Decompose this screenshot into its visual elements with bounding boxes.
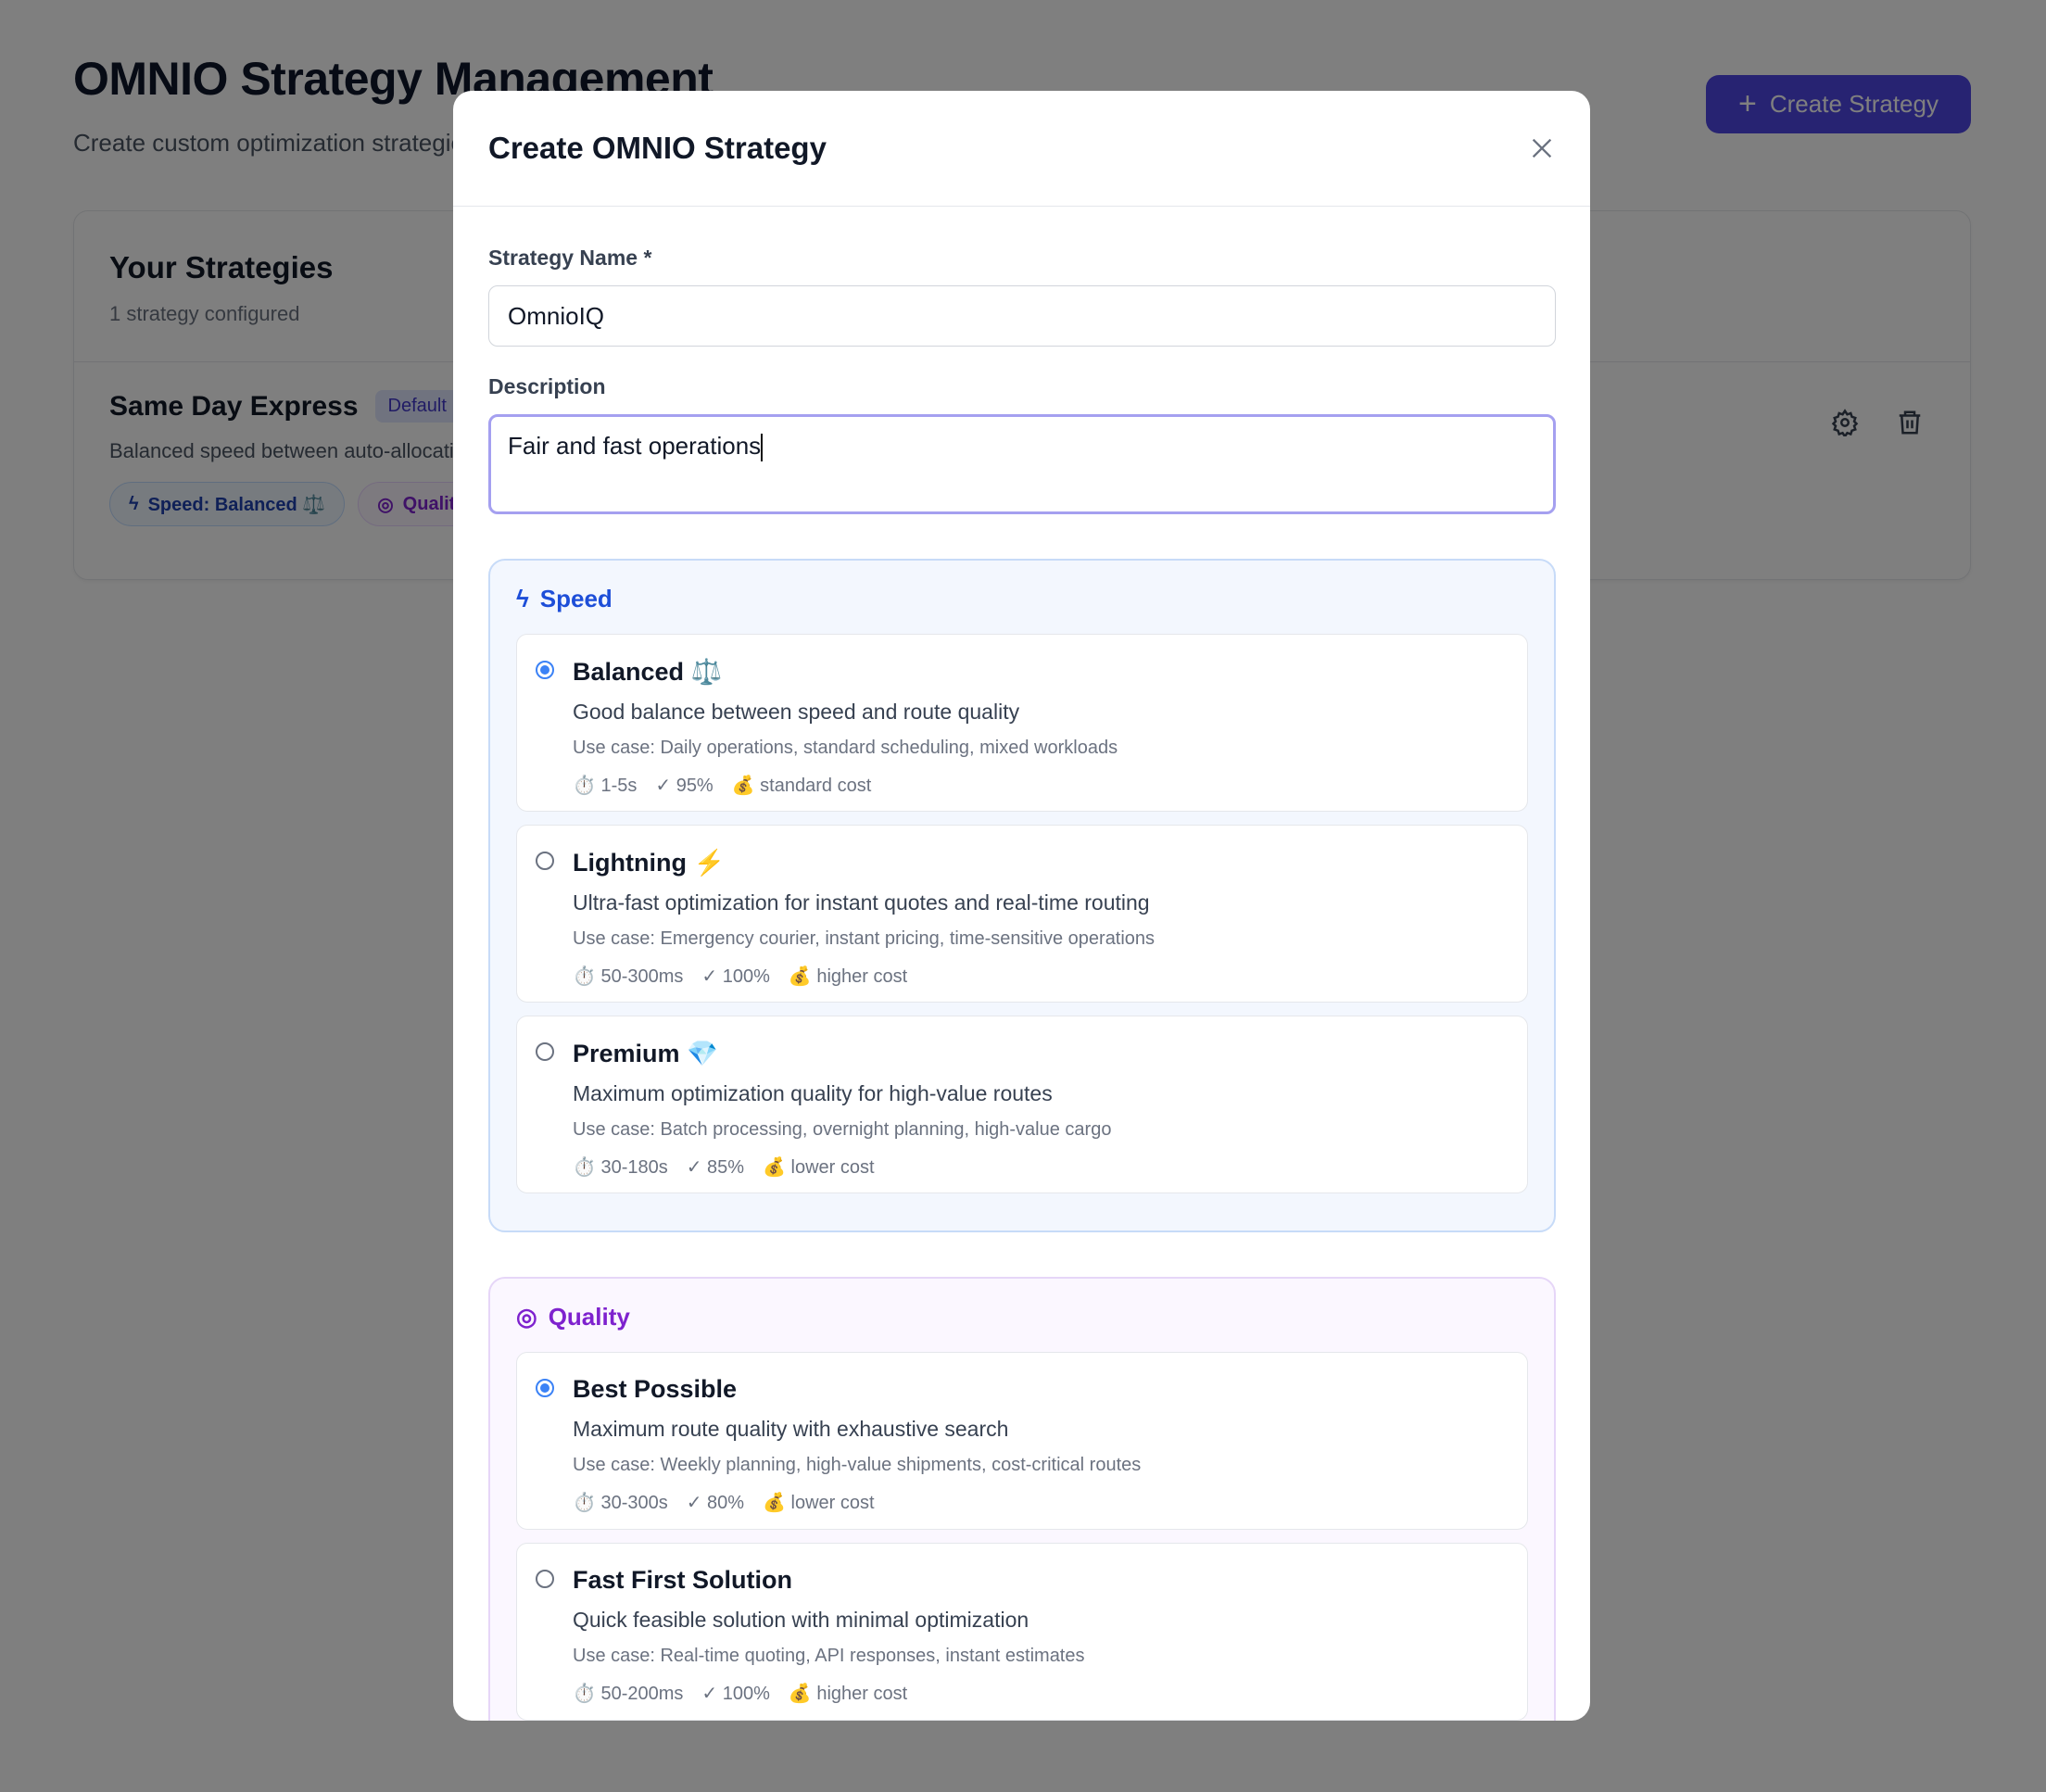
description-label: Description — [488, 374, 606, 398]
option-use-case: Use case: Weekly planning, high-value sh… — [573, 1455, 1142, 1475]
speed-option[interactable]: Balanced ⚖️ Good balance between speed a… — [516, 634, 1528, 812]
strategy-name-input[interactable]: OmnioIQ — [488, 285, 1556, 347]
option-cost: 💰 lower cost — [763, 1157, 875, 1178]
close-icon[interactable] — [1529, 135, 1555, 161]
option-cost: 💰 higher cost — [788, 1684, 908, 1704]
speed-section: ϟ Speed Balanced ⚖️ Good balance between … — [488, 559, 1556, 1232]
option-success-rate: ✓ 85% — [686, 1157, 745, 1178]
speed-option[interactable]: Premium 💎 Maximum optimization quality f… — [516, 1016, 1528, 1193]
option-cost: 💰 standard cost — [731, 776, 872, 796]
speed-section-title: Speed — [539, 585, 613, 612]
option-use-case: Use case: Real-time quoting, API respons… — [573, 1646, 1085, 1666]
radio-button[interactable] — [536, 852, 554, 870]
option-time: ⏱️ 1-5s — [573, 776, 638, 796]
radio-button[interactable] — [536, 1042, 554, 1061]
option-description: Maximum optimization quality for high-va… — [573, 1081, 1053, 1105]
option-time: ⏱️ 50-300ms — [573, 966, 684, 987]
radio-button[interactable] — [536, 1570, 554, 1588]
quality-option[interactable]: Fast First Solution Quick feasible solut… — [516, 1543, 1528, 1721]
create-strategy-modal: Create OMNIO Strategy Strategy Name * Om… — [453, 91, 1590, 1721]
option-time: ⏱️ 30-300s — [573, 1493, 668, 1513]
option-time: ⏱️ 50-200ms — [573, 1684, 684, 1704]
option-title: Balanced ⚖️ — [573, 658, 723, 686]
radio-button[interactable] — [536, 661, 554, 679]
option-use-case: Use case: Daily operations, standard sch… — [573, 738, 1118, 758]
lightning-icon: ϟ — [516, 585, 529, 612]
option-cost: 💰 lower cost — [763, 1493, 875, 1513]
option-cost: 💰 higher cost — [788, 966, 908, 987]
option-title: Best Possible — [573, 1375, 738, 1403]
option-description: Maximum route quality with exhaustive se… — [573, 1417, 1009, 1441]
option-success-rate: ✓ 80% — [686, 1493, 745, 1513]
speed-option[interactable]: Lightning ⚡ Ultra-fast optimization for … — [516, 825, 1528, 1003]
option-title: Lightning ⚡ — [573, 849, 726, 877]
radio-button[interactable] — [536, 1379, 554, 1397]
option-title: Premium 💎 — [573, 1040, 718, 1067]
quality-section-title: Quality — [548, 1303, 630, 1331]
option-title: Fast First Solution — [573, 1566, 793, 1594]
option-description: Good balance between speed and route qua… — [573, 700, 1020, 724]
option-success-rate: ✓ 100% — [701, 966, 770, 987]
modal-title: Create OMNIO Strategy — [488, 131, 827, 165]
option-description: Quick feasible solution with minimal opt… — [573, 1608, 1029, 1632]
option-success-rate: ✓ 95% — [655, 776, 714, 796]
quality-section: ◎ Quality Best Possible Maximum route qua… — [488, 1277, 1556, 1721]
strategy-name-label: Strategy Name * — [488, 246, 652, 270]
option-success-rate: ✓ 100% — [701, 1684, 770, 1704]
option-use-case: Use case: Emergency courier, instant pri… — [573, 928, 1156, 949]
option-description: Ultra-fast optimization for instant quot… — [573, 890, 1150, 915]
option-time: ⏱️ 30-180s — [573, 1157, 668, 1178]
quality-option[interactable]: Best Possible Maximum route quality with… — [516, 1352, 1528, 1530]
description-textarea[interactable]: Fair and fast operations — [488, 414, 1556, 514]
option-use-case: Use case: Batch processing, overnight pl… — [573, 1119, 1112, 1140]
target-icon: ◎ — [516, 1303, 537, 1331]
